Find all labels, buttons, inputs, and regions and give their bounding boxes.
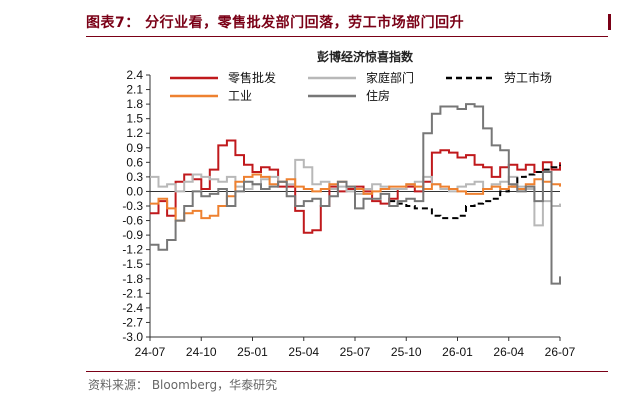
y-tick-label: -0.6 — [122, 214, 143, 228]
series-line-5 — [150, 103, 561, 285]
y-tick-label: -0.9 — [122, 228, 143, 242]
y-tick-label: 0.9 — [126, 141, 143, 155]
y-tick-label: 0.6 — [126, 155, 143, 169]
chart-axes — [146, 74, 561, 341]
y-tick-label: 1.8 — [126, 97, 143, 111]
y-tick-label: -3.0 — [122, 330, 143, 344]
y-axis-tick-labels: 2.42.11.81.51.20.90.60.30.0-0.3-0.6-0.9-… — [122, 68, 143, 344]
legend-label-3: 劳工市场 — [504, 70, 552, 85]
x-tick-label: 26-04 — [493, 345, 524, 359]
x-tick-label: 24-07 — [135, 345, 166, 359]
x-tick-label: 26-07 — [545, 345, 576, 359]
y-tick-label: -1.2 — [122, 243, 143, 257]
y-tick-label: -0.3 — [122, 199, 143, 213]
x-tick-label: 25-10 — [391, 345, 422, 359]
x-tick-label: 25-07 — [340, 345, 371, 359]
series-lines — [150, 103, 561, 285]
figure-title: 图表7： 分行业看，零售批发部门回落，劳工市场部门回升 — [86, 15, 465, 31]
series-line-1 — [150, 139, 561, 234]
y-tick-label: 2.1 — [126, 83, 143, 97]
footer-divider — [86, 371, 608, 372]
edge-marker — [608, 14, 611, 30]
legend-label-5: 住房 — [366, 88, 390, 103]
series-line-3 — [389, 164, 561, 220]
y-tick-label: 0.3 — [126, 170, 143, 184]
x-tick-label: 25-01 — [237, 345, 268, 359]
y-tick-label: -2.7 — [122, 315, 143, 329]
legend-label-1: 零售批发 — [228, 70, 276, 85]
legend-label-2: 家庭部门 — [366, 70, 414, 85]
x-tick-label: 26-01 — [442, 345, 473, 359]
legend-label-4: 工业 — [228, 89, 252, 103]
figure-title-bar: 图表7： 分行业看，零售批发部门回落，劳工市场部门回升 — [86, 6, 608, 37]
y-tick-label: -2.1 — [122, 286, 143, 300]
y-tick-label: -2.4 — [122, 301, 143, 315]
y-tick-label: 0.0 — [126, 184, 143, 198]
y-tick-label: -1.5 — [122, 257, 143, 271]
y-tick-label: 1.2 — [126, 126, 143, 140]
x-tick-label: 24-10 — [186, 345, 217, 359]
y-tick-label: -1.8 — [122, 272, 143, 286]
source-note: 资料来源： Bloomberg，华泰研究 — [88, 378, 278, 392]
chart-title: 彭博经济惊喜指数 — [316, 50, 413, 64]
y-tick-label: 1.5 — [126, 112, 143, 126]
y-tick-label: 2.4 — [126, 68, 143, 82]
x-axis-tick-labels: 24-07 24-10 25-01 25-04 25-07 25-10 26-01 26-04… — [135, 345, 576, 359]
x-tick-label: 25-04 — [288, 345, 319, 359]
